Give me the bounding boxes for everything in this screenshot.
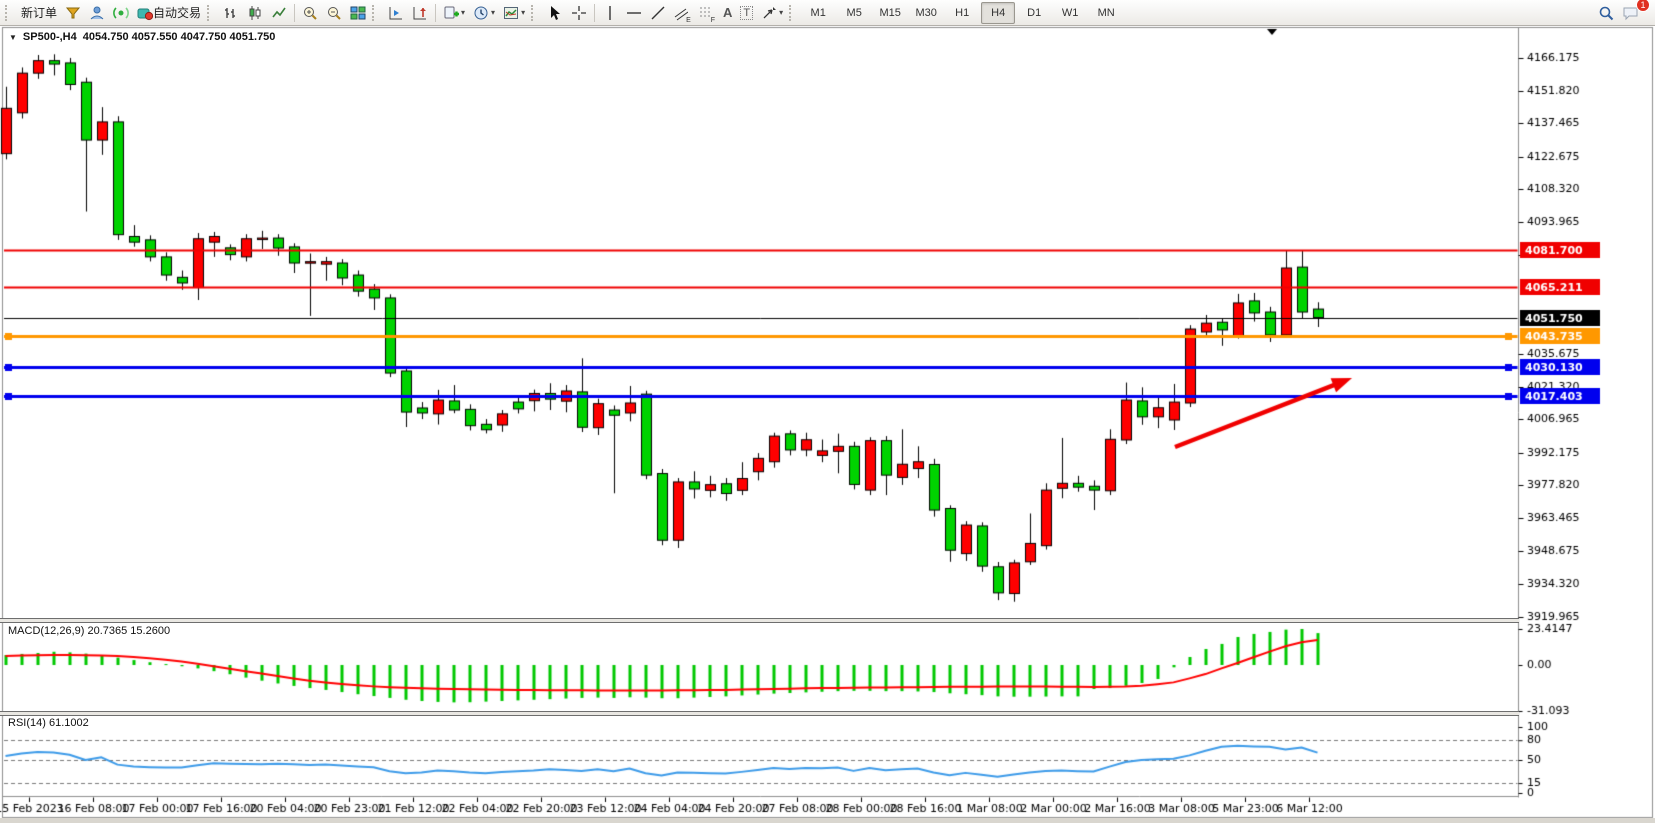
signal-icon[interactable] — [109, 2, 133, 24]
toolbar-grip[interactable] — [5, 4, 13, 21]
timeframe-H4[interactable]: H4 — [981, 1, 1016, 24]
timeframe-D1[interactable]: D1 — [1027, 6, 1042, 19]
toolbar-grip[interactable] — [531, 4, 539, 21]
add-indicator-icon[interactable]: ▾ — [439, 2, 469, 24]
chat-icon[interactable]: 1 — [1618, 0, 1650, 24]
autotrading-icon — [137, 5, 154, 21]
autotrading-label: 自动交易 — [153, 6, 202, 20]
timeframe-W1[interactable]: W1 — [1061, 6, 1079, 19]
timeframe-group: M1 M5 M15 M30 H1 H4 D1 W1 MN — [801, 1, 1123, 24]
macd-name: MACD(12,26,9) — [8, 625, 85, 637]
chart-title[interactable]: ▼ SP500-,H4 4054.750 4057.550 4047.750 4… — [9, 31, 275, 43]
autotrading-button[interactable]: 自动交易 — [133, 2, 205, 24]
new-order-label: 新订单 — [21, 6, 58, 20]
timeframe-H1[interactable]: H1 — [955, 6, 970, 19]
channel-tool-icon[interactable]: E — [670, 2, 695, 24]
dropdown-caret: ▾ — [521, 8, 526, 17]
toolbar-separator — [594, 3, 596, 22]
chart-template-icon[interactable]: ▾ — [499, 2, 529, 24]
time-axis[interactable] — [0, 797, 1519, 818]
macd-indicator-label: MACD(12,26,9) 20.7365 15.2600 — [8, 625, 170, 637]
chat-unread-badge: 1 — [1636, 0, 1650, 12]
trendline-tool-icon[interactable] — [646, 2, 670, 24]
rsi-name: RSI(14) — [8, 717, 46, 729]
tile-windows-icon[interactable] — [346, 2, 370, 24]
zoom-out-icon[interactable] — [322, 2, 346, 24]
main-toolbar: 新订单 自动交易 — [0, 0, 1655, 26]
window-bottom-border — [0, 818, 1655, 823]
chart-collapse-icon[interactable]: ▼ — [9, 32, 17, 42]
macd-panel-separator[interactable] — [0, 618, 1519, 623]
zoom-in-icon[interactable] — [298, 2, 322, 24]
cursor-icon[interactable] — [543, 2, 567, 24]
toolbar-separator — [294, 3, 296, 22]
candlestick-chart-icon[interactable] — [243, 2, 267, 24]
profile-icon[interactable] — [85, 2, 109, 24]
bar-chart-icon[interactable] — [219, 2, 243, 24]
funnel-icon[interactable] — [61, 2, 85, 24]
channel-tool-glyph: E — [686, 16, 691, 24]
new-order-button[interactable]: 新订单 — [17, 2, 61, 24]
timeframe-M15[interactable]: M15 — [879, 6, 901, 19]
toolbar-grip[interactable] — [207, 4, 215, 21]
timeframe-M1[interactable]: M1 — [810, 6, 826, 19]
fibonacci-tool-glyph: F — [710, 16, 716, 24]
macd-current-values: 20.7365 15.2600 — [87, 625, 171, 637]
vertical-line-tool-icon[interactable] — [598, 2, 622, 24]
price-axis[interactable] — [1519, 27, 1655, 797]
toolbar-grip[interactable] — [789, 4, 797, 21]
text-tool-icon[interactable]: A — [723, 5, 733, 20]
toolbar-separator — [435, 3, 437, 22]
line-chart-icon[interactable] — [267, 2, 291, 24]
dropdown-caret: ▾ — [779, 8, 784, 17]
shapes-tool-icon[interactable]: ▾ — [757, 2, 787, 24]
rsi-indicator-label: RSI(14) 61.1002 — [8, 717, 89, 729]
rsi-current-value: 61.1002 — [48, 717, 89, 729]
fibonacci-tool-icon[interactable]: F — [695, 2, 719, 24]
horizontal-line-tool-icon[interactable] — [622, 2, 646, 24]
chart-symbol-period: SP500-,H4 — [22, 31, 77, 43]
period-clock-icon[interactable]: ▾ — [469, 2, 499, 24]
chart-autoscroll-icon[interactable] — [408, 2, 432, 24]
timeframe-M5[interactable]: M5 — [846, 6, 862, 19]
timeframe-MN[interactable]: MN — [1097, 6, 1115, 19]
chart-ohlc-values: 4054.750 4057.550 4047.750 4051.750 — [82, 31, 276, 43]
text-label-tool-icon[interactable]: T — [736, 2, 757, 24]
chart-shift-icon[interactable] — [384, 2, 408, 24]
timeframe-M30[interactable]: M30 — [915, 6, 937, 19]
toolbar-grip[interactable] — [372, 4, 380, 21]
dropdown-caret: ▾ — [461, 8, 466, 17]
dropdown-caret: ▾ — [491, 8, 496, 17]
crosshair-icon[interactable] — [567, 2, 591, 24]
rsi-panel-separator[interactable] — [0, 711, 1519, 716]
search-icon[interactable] — [1594, 2, 1618, 24]
